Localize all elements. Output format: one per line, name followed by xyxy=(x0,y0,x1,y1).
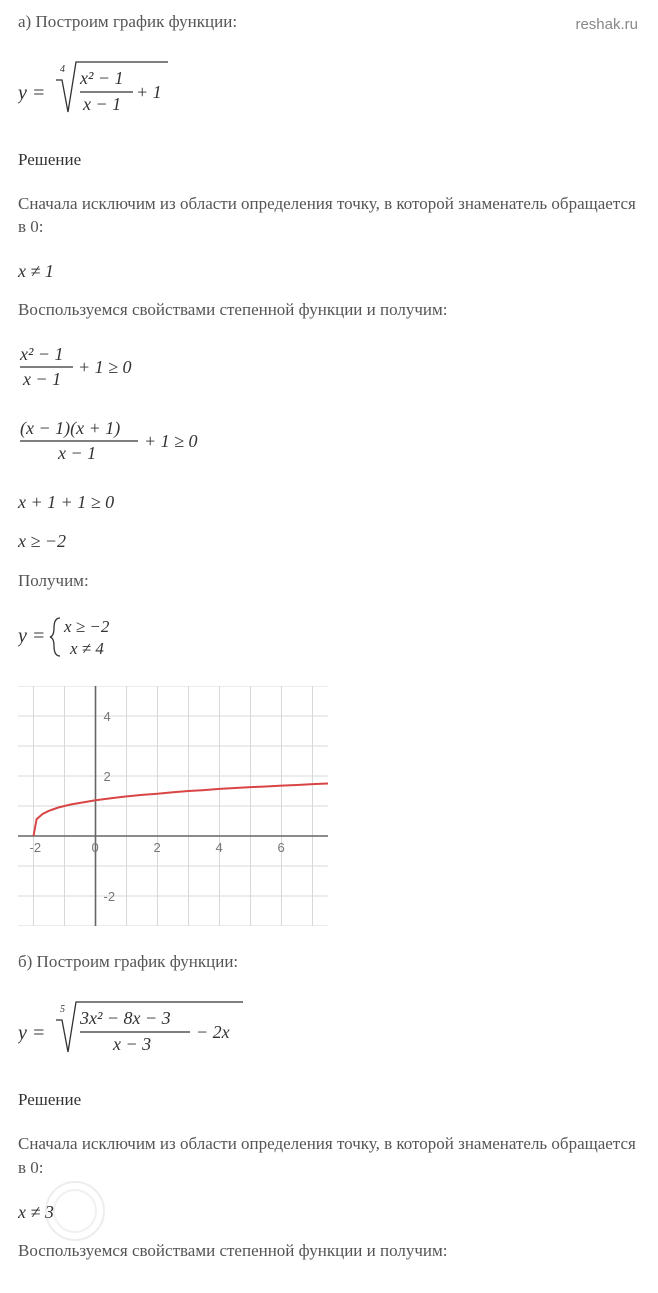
watermark: reshak.ru xyxy=(575,14,638,35)
svg-text:5: 5 xyxy=(60,1004,65,1015)
step-b1-text: Сначала исключим из области определения … xyxy=(18,1132,640,1180)
svg-text:2: 2 xyxy=(104,769,111,784)
svg-text:x ≠ 4: x ≠ 4 xyxy=(69,639,104,658)
svg-text:− 2x: − 2x xyxy=(196,1022,230,1042)
watermark-circle-inner xyxy=(53,1189,97,1233)
section-b-title: б) Построим график функции: xyxy=(18,950,640,974)
formula-a-main: y = 4 x² − 1 x − 1 + 1 xyxy=(18,54,640,124)
svg-text:3x² − 8x − 3: 3x² − 8x − 3 xyxy=(79,1008,171,1028)
step-a2-text: Воспользуемся свойствами степенной функц… xyxy=(18,298,640,322)
svg-text:x − 1: x − 1 xyxy=(22,369,61,389)
svg-text:y =: y = xyxy=(18,625,45,647)
formula-a-step2-3: x + 1 + 1 ≥ 0 xyxy=(18,490,640,515)
svg-text:(x − 1)(x + 1): (x − 1)(x + 1) xyxy=(20,418,120,439)
svg-text:y =: y = xyxy=(18,1022,45,1044)
solution-label-a: Решение xyxy=(18,148,640,172)
formula-a-step2-2: (x − 1)(x + 1) x − 1 + 1 ≥ 0 xyxy=(18,416,640,466)
svg-text:x − 1: x − 1 xyxy=(57,443,96,463)
svg-text:y =: y = xyxy=(18,82,45,104)
svg-text:x² − 1: x² − 1 xyxy=(79,68,124,88)
section-b: б) Построим график функции: y = 5 3x² − … xyxy=(18,950,640,1262)
svg-text:-2: -2 xyxy=(30,840,42,855)
formula-a-step2-1: x² − 1 x − 1 + 1 ≥ 0 xyxy=(18,342,640,392)
step-b2-text: Воспользуемся свойствами степенной функц… xyxy=(18,1239,640,1263)
svg-text:+ 1 ≥ 0: + 1 ≥ 0 xyxy=(144,431,198,451)
svg-text:4: 4 xyxy=(60,64,65,75)
result-label-a: Получим: xyxy=(18,569,640,593)
svg-text:+ 1 ≥ 0: + 1 ≥ 0 xyxy=(78,357,132,377)
svg-text:x − 1: x − 1 xyxy=(82,94,121,114)
formula-b-step1: x ≠ 3 xyxy=(18,1200,640,1225)
svg-text:+ 1: + 1 xyxy=(136,82,162,102)
section-a-title: а) Построим график функции: xyxy=(18,10,640,34)
solution-label-b: Решение xyxy=(18,1088,640,1112)
formula-a-result: y = x ≥ −2 x ≠ 4 xyxy=(18,612,640,662)
section-a: а) Построим график функции: y = 4 x² − 1… xyxy=(18,10,640,926)
svg-text:x ≥ −2: x ≥ −2 xyxy=(63,617,110,636)
svg-text:4: 4 xyxy=(104,709,111,724)
svg-text:-2: -2 xyxy=(104,889,116,904)
svg-text:6: 6 xyxy=(278,840,285,855)
svg-text:2: 2 xyxy=(154,840,161,855)
svg-text:x − 3: x − 3 xyxy=(112,1034,151,1054)
formula-a-step1: x ≠ 1 xyxy=(18,259,640,284)
svg-text:0: 0 xyxy=(92,840,99,855)
formula-a-step2-4: x ≥ −2 xyxy=(18,529,640,554)
formula-b-main: y = 5 3x² − 8x − 3 x − 3 − 2x xyxy=(18,994,640,1064)
chart-a: -2 0 2 4 6 -2 2 4 xyxy=(18,686,328,926)
svg-text:4: 4 xyxy=(216,840,223,855)
step-a1-text: Сначала исключим из области определения … xyxy=(18,192,640,240)
svg-text:x² − 1: x² − 1 xyxy=(19,344,64,364)
